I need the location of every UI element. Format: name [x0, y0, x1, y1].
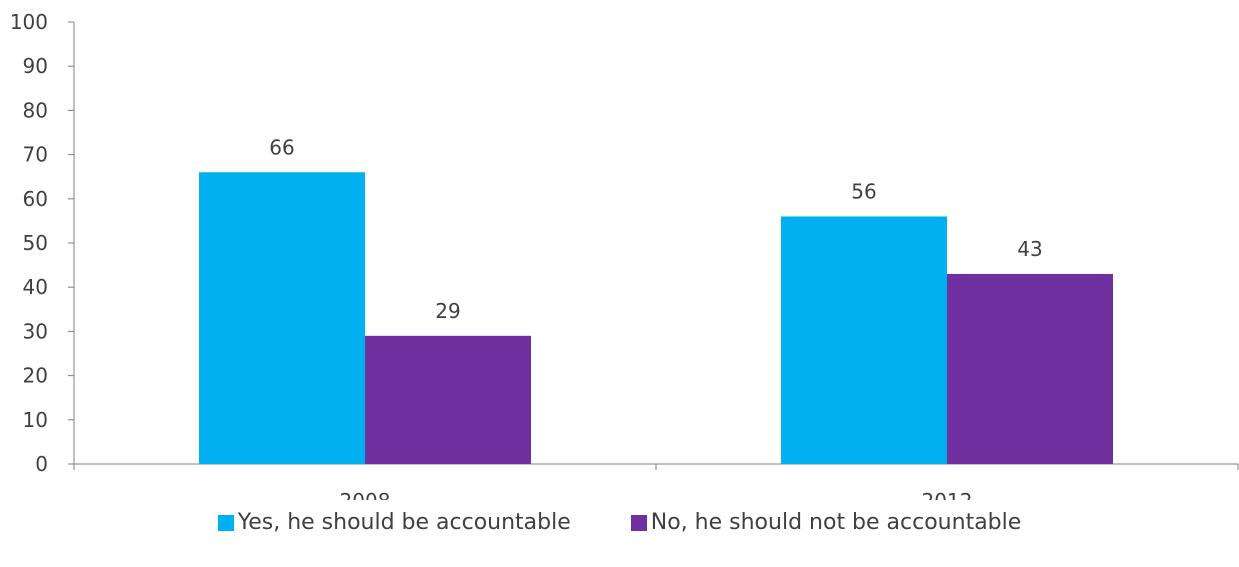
legend: Yes, he should be accountable No, he sho… [0, 510, 1239, 535]
legend-item-yes: Yes, he should be accountable [217, 510, 571, 535]
bar [365, 335, 531, 464]
data-label: 66 [269, 135, 294, 159]
data-label: 29 [435, 299, 460, 323]
y-tick-label: 30 [23, 319, 48, 343]
y-tick-label: 50 [23, 231, 48, 255]
x-tick-label: 2008 [340, 489, 391, 500]
legend-label-yes: Yes, he should be accountable [237, 510, 571, 535]
y-tick-label: 80 [23, 98, 48, 122]
y-tick-label: 40 [23, 275, 48, 299]
bars [199, 172, 1113, 464]
y-tick-label: 0 [35, 452, 48, 476]
legend-swatch-yes [217, 514, 234, 531]
legend-swatch-no [630, 514, 647, 531]
legend-label-no: No, he should not be accountable [650, 510, 1022, 535]
data-label: 56 [851, 179, 876, 203]
y-tick-label: 90 [23, 54, 48, 78]
bar [781, 216, 947, 464]
bar-chart: 0 10 20 30 40 50 60 70 80 90 100 2008 2012 66 29 56 43 [10, 10, 1239, 500]
bar [947, 273, 1113, 464]
legend-item-no: No, he should not be accountable [630, 510, 1022, 535]
y-tick-label: 10 [23, 408, 48, 432]
data-labels: 66 29 56 43 [269, 135, 1042, 323]
y-tick-label: 100 [10, 10, 48, 34]
bar [199, 172, 365, 464]
y-tick-label: 20 [23, 364, 48, 388]
y-tick-label: 70 [23, 143, 48, 167]
y-tick-label: 60 [23, 187, 48, 211]
data-label: 43 [1017, 237, 1042, 261]
x-tick-label: 2012 [922, 489, 973, 500]
